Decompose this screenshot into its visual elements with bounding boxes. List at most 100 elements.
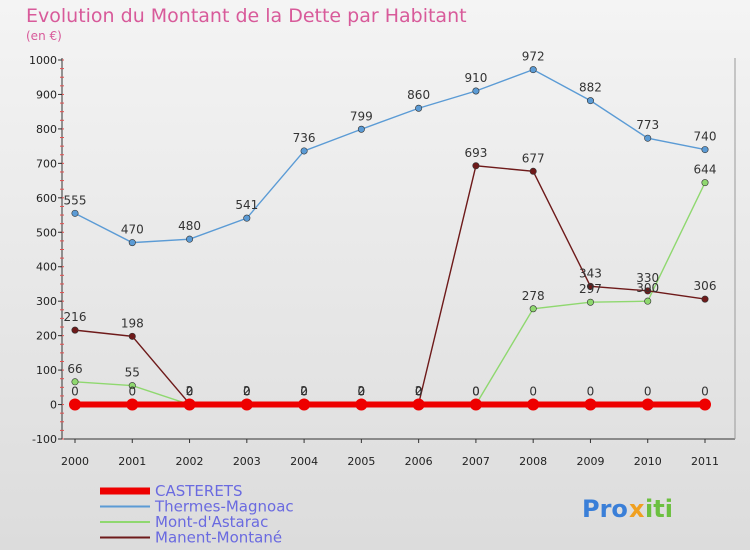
legend-label: CASTERETS	[155, 482, 242, 500]
legend-label: Manent-Montané	[155, 529, 282, 547]
data-point	[529, 305, 537, 313]
data-point	[527, 398, 540, 411]
x-tick-label: 2008	[519, 455, 547, 468]
data-label: 541	[235, 198, 258, 212]
y-tick-label: -100	[32, 433, 57, 446]
data-label: 2	[358, 384, 366, 398]
y-tick-label: 600	[36, 192, 57, 205]
data-point	[357, 125, 365, 133]
data-label: 0	[472, 385, 480, 399]
legend: CASTERETSThermes-MagnoacMont-d'AstaracMa…	[100, 482, 294, 547]
y-tick-label: 0	[50, 399, 57, 412]
data-point	[412, 398, 425, 411]
y-tick-label: 100	[36, 364, 57, 377]
data-label: 0	[701, 385, 709, 399]
data-point	[586, 298, 594, 306]
data-label: 0	[128, 385, 136, 399]
data-label: 330	[636, 271, 659, 285]
x-tick-label: 2009	[576, 455, 604, 468]
data-point	[183, 398, 196, 411]
data-label: 736	[293, 131, 316, 145]
data-point	[641, 398, 654, 411]
chart-title: Evolution du Montant de la Dette par Hab…	[26, 5, 467, 27]
x-tick-label: 2003	[233, 455, 261, 468]
data-label: 0	[300, 385, 308, 399]
data-point	[644, 287, 652, 295]
y-tick-label: 200	[36, 330, 57, 343]
data-label: 0	[243, 385, 251, 399]
data-point	[701, 146, 709, 154]
series-line	[74, 68, 706, 244]
data-point	[300, 147, 308, 155]
x-tick-label: 2006	[405, 455, 433, 468]
data-label: 0	[186, 385, 194, 399]
y-tick-label: 800	[36, 123, 57, 136]
data-label: 2	[300, 384, 308, 398]
data-point	[699, 398, 711, 411]
axes: -100010020030040050060070080090010002000…	[29, 54, 736, 468]
proxiti-logo: Pro x iti	[582, 495, 673, 523]
data-label: 216	[64, 310, 87, 324]
data-label: 198	[121, 316, 144, 330]
data-label: 0	[587, 385, 595, 399]
data-point	[128, 332, 136, 340]
data-label: 306	[694, 279, 717, 293]
series-line	[74, 182, 706, 406]
data-point	[69, 398, 81, 411]
data-point	[586, 97, 594, 105]
data-point	[584, 398, 597, 411]
data-label: 66	[67, 362, 82, 376]
data-point	[529, 66, 537, 74]
data-label: 693	[464, 146, 487, 160]
data-point	[472, 87, 480, 95]
legend-label: Mont-d'Astarac	[155, 513, 268, 531]
y-tick-label: 400	[36, 261, 57, 274]
data-point	[298, 398, 311, 411]
legend-label: Thermes-Magnoac	[154, 498, 294, 516]
x-tick-label: 2002	[176, 455, 204, 468]
data-label: 480	[178, 219, 201, 233]
data-label: 343	[579, 266, 602, 280]
series-line	[74, 165, 706, 405]
data-label: 297	[579, 282, 602, 296]
data-point	[415, 104, 423, 112]
data-point	[586, 282, 594, 290]
svg-text:x: x	[629, 495, 645, 523]
data-point	[644, 297, 652, 305]
data-label: 860	[407, 88, 430, 102]
x-tick-label: 2011	[691, 455, 719, 468]
data-label: 2	[243, 384, 251, 398]
x-tick-label: 2004	[290, 455, 318, 468]
data-label: 972	[522, 50, 545, 64]
x-tick-label: 2010	[634, 455, 662, 468]
x-tick-label: 2007	[462, 455, 490, 468]
data-point	[472, 162, 480, 170]
x-tick-label: 2000	[61, 455, 89, 468]
data-label: 470	[121, 223, 144, 237]
data-label: 0	[358, 385, 366, 399]
y-tick-label: 500	[36, 226, 57, 239]
data-point	[126, 398, 139, 411]
series-lines	[74, 68, 706, 408]
y-tick-label: 1000	[29, 54, 57, 67]
data-label: 910	[464, 71, 487, 85]
data-label: 2	[186, 384, 194, 398]
y-tick-label: 700	[36, 157, 57, 170]
data-label: 0	[186, 385, 194, 399]
x-tick-label: 2005	[347, 455, 375, 468]
data-label: 278	[522, 289, 545, 303]
data-label: 0	[415, 385, 423, 399]
data-point	[71, 378, 79, 386]
data-point	[128, 382, 136, 390]
data-label: 2	[415, 384, 423, 398]
data-label: 773	[636, 118, 659, 132]
data-point	[71, 326, 79, 334]
chart-subtitle: (en €)	[26, 29, 62, 43]
y-tick-label: 300	[36, 295, 57, 308]
data-label: 799	[350, 109, 373, 123]
data-label: 0	[415, 385, 423, 399]
data-point	[644, 134, 652, 142]
data-label: 882	[579, 81, 602, 95]
data-label: 300	[636, 281, 659, 295]
